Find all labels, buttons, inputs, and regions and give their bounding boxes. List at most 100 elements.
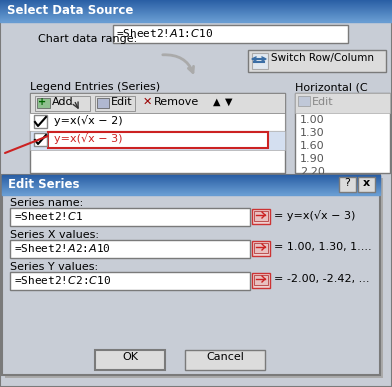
Bar <box>2 175 380 176</box>
Bar <box>5 178 383 378</box>
Bar <box>0 12 392 13</box>
Bar <box>2 178 380 179</box>
Bar <box>30 93 285 173</box>
Bar <box>2 181 380 182</box>
Text: Series X values:: Series X values: <box>10 230 99 240</box>
Text: = y=x(√x − 3): = y=x(√x − 3) <box>274 210 356 221</box>
Bar <box>358 177 375 192</box>
Text: Remove: Remove <box>154 97 199 107</box>
Bar <box>2 180 380 181</box>
Bar <box>0 13 392 14</box>
Bar <box>248 50 386 72</box>
Bar <box>0 18 392 19</box>
Bar <box>2 184 380 185</box>
Bar <box>10 208 250 226</box>
Text: 1.90: 1.90 <box>300 154 325 164</box>
Text: Horizontal (C: Horizontal (C <box>295 82 368 92</box>
Bar <box>95 96 135 111</box>
Bar <box>0 1 392 2</box>
Text: ?: ? <box>344 178 350 188</box>
Text: Edit: Edit <box>312 97 334 107</box>
Text: =Sheet2!$C$1: =Sheet2!$C$1 <box>14 210 83 222</box>
Bar <box>0 16 392 17</box>
Bar <box>0 19 392 20</box>
Text: 2.20: 2.20 <box>300 167 325 177</box>
Text: x: x <box>363 178 370 188</box>
Bar <box>34 115 47 128</box>
Text: Legend Entries (Series): Legend Entries (Series) <box>30 82 160 92</box>
Bar <box>2 191 380 192</box>
Bar <box>30 131 285 150</box>
Text: = -2.00, -2.42, ...: = -2.00, -2.42, ... <box>274 274 370 284</box>
Bar <box>0 0 392 1</box>
Bar <box>0 4 392 5</box>
Bar <box>298 96 310 106</box>
Bar <box>34 133 47 146</box>
Bar <box>0 11 392 12</box>
Bar <box>0 9 392 10</box>
Bar <box>113 25 348 43</box>
Text: Add: Add <box>52 97 74 107</box>
Text: ▼: ▼ <box>225 97 232 107</box>
Text: y=x(√x − 3): y=x(√x − 3) <box>54 133 122 144</box>
Bar <box>30 93 285 113</box>
Text: y=x(√x − 2): y=x(√x − 2) <box>54 115 123 126</box>
Bar <box>0 2 392 3</box>
Bar <box>2 192 380 193</box>
Text: Chart data range:: Chart data range: <box>38 34 137 44</box>
Text: Edit: Edit <box>111 97 132 107</box>
Bar <box>2 183 380 184</box>
Bar <box>0 14 392 15</box>
Bar <box>35 96 90 111</box>
Bar <box>10 272 250 290</box>
Text: 1.00: 1.00 <box>300 115 325 125</box>
Text: = 1.00, 1.30, 1....: = 1.00, 1.30, 1.... <box>274 242 372 252</box>
Bar <box>95 350 165 370</box>
Bar <box>185 350 265 370</box>
Bar <box>2 179 380 180</box>
Bar <box>48 132 268 148</box>
Bar <box>254 211 268 221</box>
Bar <box>2 189 380 190</box>
Text: Select Data Source: Select Data Source <box>7 4 133 17</box>
Text: =Sheet2!$A$2:$A$10: =Sheet2!$A$2:$A$10 <box>14 242 111 254</box>
Bar <box>2 176 380 177</box>
Bar <box>2 194 380 195</box>
Bar <box>0 6 392 7</box>
Bar <box>10 240 250 258</box>
Bar <box>30 113 285 131</box>
Bar <box>0 3 392 4</box>
Bar <box>0 7 392 8</box>
Bar <box>2 175 380 375</box>
Text: ▲: ▲ <box>213 97 220 107</box>
Bar <box>0 17 392 18</box>
Text: Cancel: Cancel <box>206 352 244 362</box>
Bar <box>0 15 392 16</box>
Bar <box>252 53 268 69</box>
Bar <box>2 182 380 183</box>
Bar <box>339 177 356 192</box>
Text: =Sheet2!$A$1:$C$10: =Sheet2!$A$1:$C$10 <box>116 27 213 39</box>
Text: 1.30: 1.30 <box>300 128 325 138</box>
Bar <box>97 98 109 108</box>
Bar <box>0 10 392 11</box>
Bar <box>2 185 380 186</box>
Text: +: + <box>38 97 46 107</box>
Bar <box>295 93 390 113</box>
Bar <box>2 190 380 191</box>
Bar <box>37 98 50 108</box>
Text: Series name:: Series name: <box>10 198 83 208</box>
Text: =Sheet2!$C$2:$C$10: =Sheet2!$C$2:$C$10 <box>14 274 111 286</box>
Bar <box>295 93 390 173</box>
Bar <box>2 187 380 188</box>
Bar <box>2 193 380 194</box>
Text: 1.60: 1.60 <box>300 141 325 151</box>
Bar <box>0 21 392 22</box>
Bar <box>2 177 380 178</box>
Bar <box>0 8 392 9</box>
Text: ✕: ✕ <box>143 97 152 107</box>
Text: Edit Series: Edit Series <box>8 178 80 191</box>
Bar <box>254 275 268 285</box>
Text: Series Y values:: Series Y values: <box>10 262 98 272</box>
Bar <box>252 209 270 224</box>
